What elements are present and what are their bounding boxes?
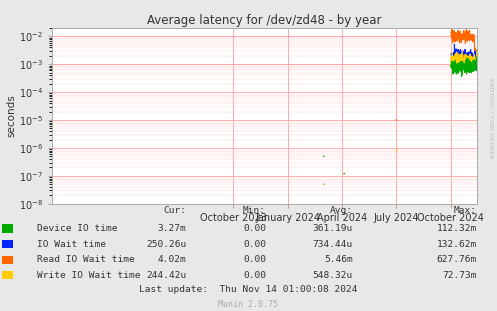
Text: Write IO Wait time: Write IO Wait time	[37, 271, 141, 280]
Text: 734.44u: 734.44u	[313, 240, 353, 248]
Text: 627.76m: 627.76m	[437, 255, 477, 264]
Text: 72.73m: 72.73m	[443, 271, 477, 280]
Text: 112.32m: 112.32m	[437, 224, 477, 233]
Text: Cur:: Cur:	[164, 206, 186, 215]
Y-axis label: seconds: seconds	[6, 95, 16, 137]
Title: Average latency for /dev/zd48 - by year: Average latency for /dev/zd48 - by year	[148, 14, 382, 27]
Text: 132.62m: 132.62m	[437, 240, 477, 248]
Text: 0.00: 0.00	[243, 271, 266, 280]
Text: Read IO Wait time: Read IO Wait time	[37, 255, 135, 264]
Text: 3.27m: 3.27m	[158, 224, 186, 233]
Text: Munin 2.0.75: Munin 2.0.75	[219, 300, 278, 309]
Text: IO Wait time: IO Wait time	[37, 240, 106, 248]
Text: 0.00: 0.00	[243, 224, 266, 233]
Text: 548.32u: 548.32u	[313, 271, 353, 280]
Text: Last update:  Thu Nov 14 01:00:08 2024: Last update: Thu Nov 14 01:00:08 2024	[139, 285, 358, 294]
Text: Max:: Max:	[454, 206, 477, 215]
Text: 0.00: 0.00	[243, 255, 266, 264]
Text: Device IO time: Device IO time	[37, 224, 118, 233]
Text: RRDTOOL / TOBI OETIKER: RRDTOOL / TOBI OETIKER	[488, 78, 493, 159]
Text: 0.00: 0.00	[243, 240, 266, 248]
Text: 4.02m: 4.02m	[158, 255, 186, 264]
Text: 244.42u: 244.42u	[146, 271, 186, 280]
Text: 5.46m: 5.46m	[324, 255, 353, 264]
Text: 361.19u: 361.19u	[313, 224, 353, 233]
Text: Avg:: Avg:	[330, 206, 353, 215]
Text: 250.26u: 250.26u	[146, 240, 186, 248]
Text: Min:: Min:	[243, 206, 266, 215]
